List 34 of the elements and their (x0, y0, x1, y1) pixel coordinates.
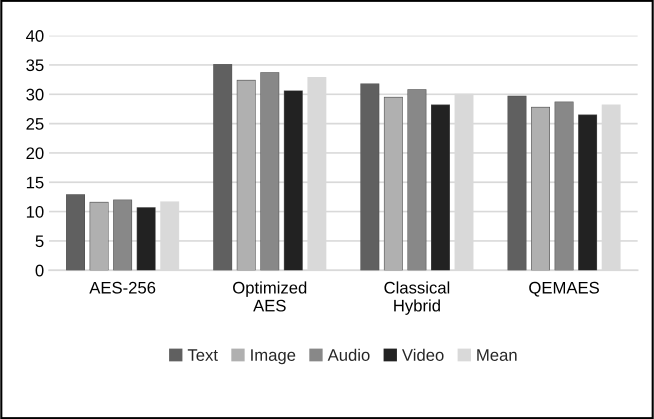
bar (360, 83, 380, 270)
bar (284, 90, 303, 270)
legend-label: Text (188, 349, 218, 361)
y-tick-label: 25 (26, 118, 44, 130)
legend-label: Image (251, 349, 296, 364)
bar (431, 104, 450, 270)
x-tick-label: Optimized AES (233, 281, 306, 312)
y-tick-label: 35 (26, 59, 44, 72)
bar (578, 114, 598, 270)
y-tick-label: 0 (36, 264, 44, 276)
legend-label: Audio (328, 348, 370, 361)
bar (213, 64, 232, 270)
y-tick-label: 30 (26, 88, 44, 100)
bar (90, 202, 109, 270)
bar (508, 96, 526, 270)
bar (531, 106, 550, 270)
bar (236, 80, 256, 270)
y-tick-label: 20 (26, 147, 44, 160)
y-tick-label: 40 (26, 30, 44, 42)
bar (407, 89, 426, 270)
bar (554, 102, 574, 270)
bar (384, 96, 403, 270)
x-tick-label: QEMAES (529, 282, 599, 297)
bar (136, 207, 156, 270)
bar (260, 72, 280, 270)
bar (66, 194, 85, 270)
x-tick-label: AES-256 (89, 282, 156, 294)
x-tick-label: Classical Hybrid (384, 281, 450, 315)
y-tick-label: 10 (26, 206, 44, 218)
bar (113, 200, 132, 270)
legend-label: Mean (477, 349, 517, 361)
y-tick-label: 15 (26, 176, 44, 188)
legend-label: Video (402, 348, 444, 361)
y-tick-label: 5 (36, 236, 44, 248)
